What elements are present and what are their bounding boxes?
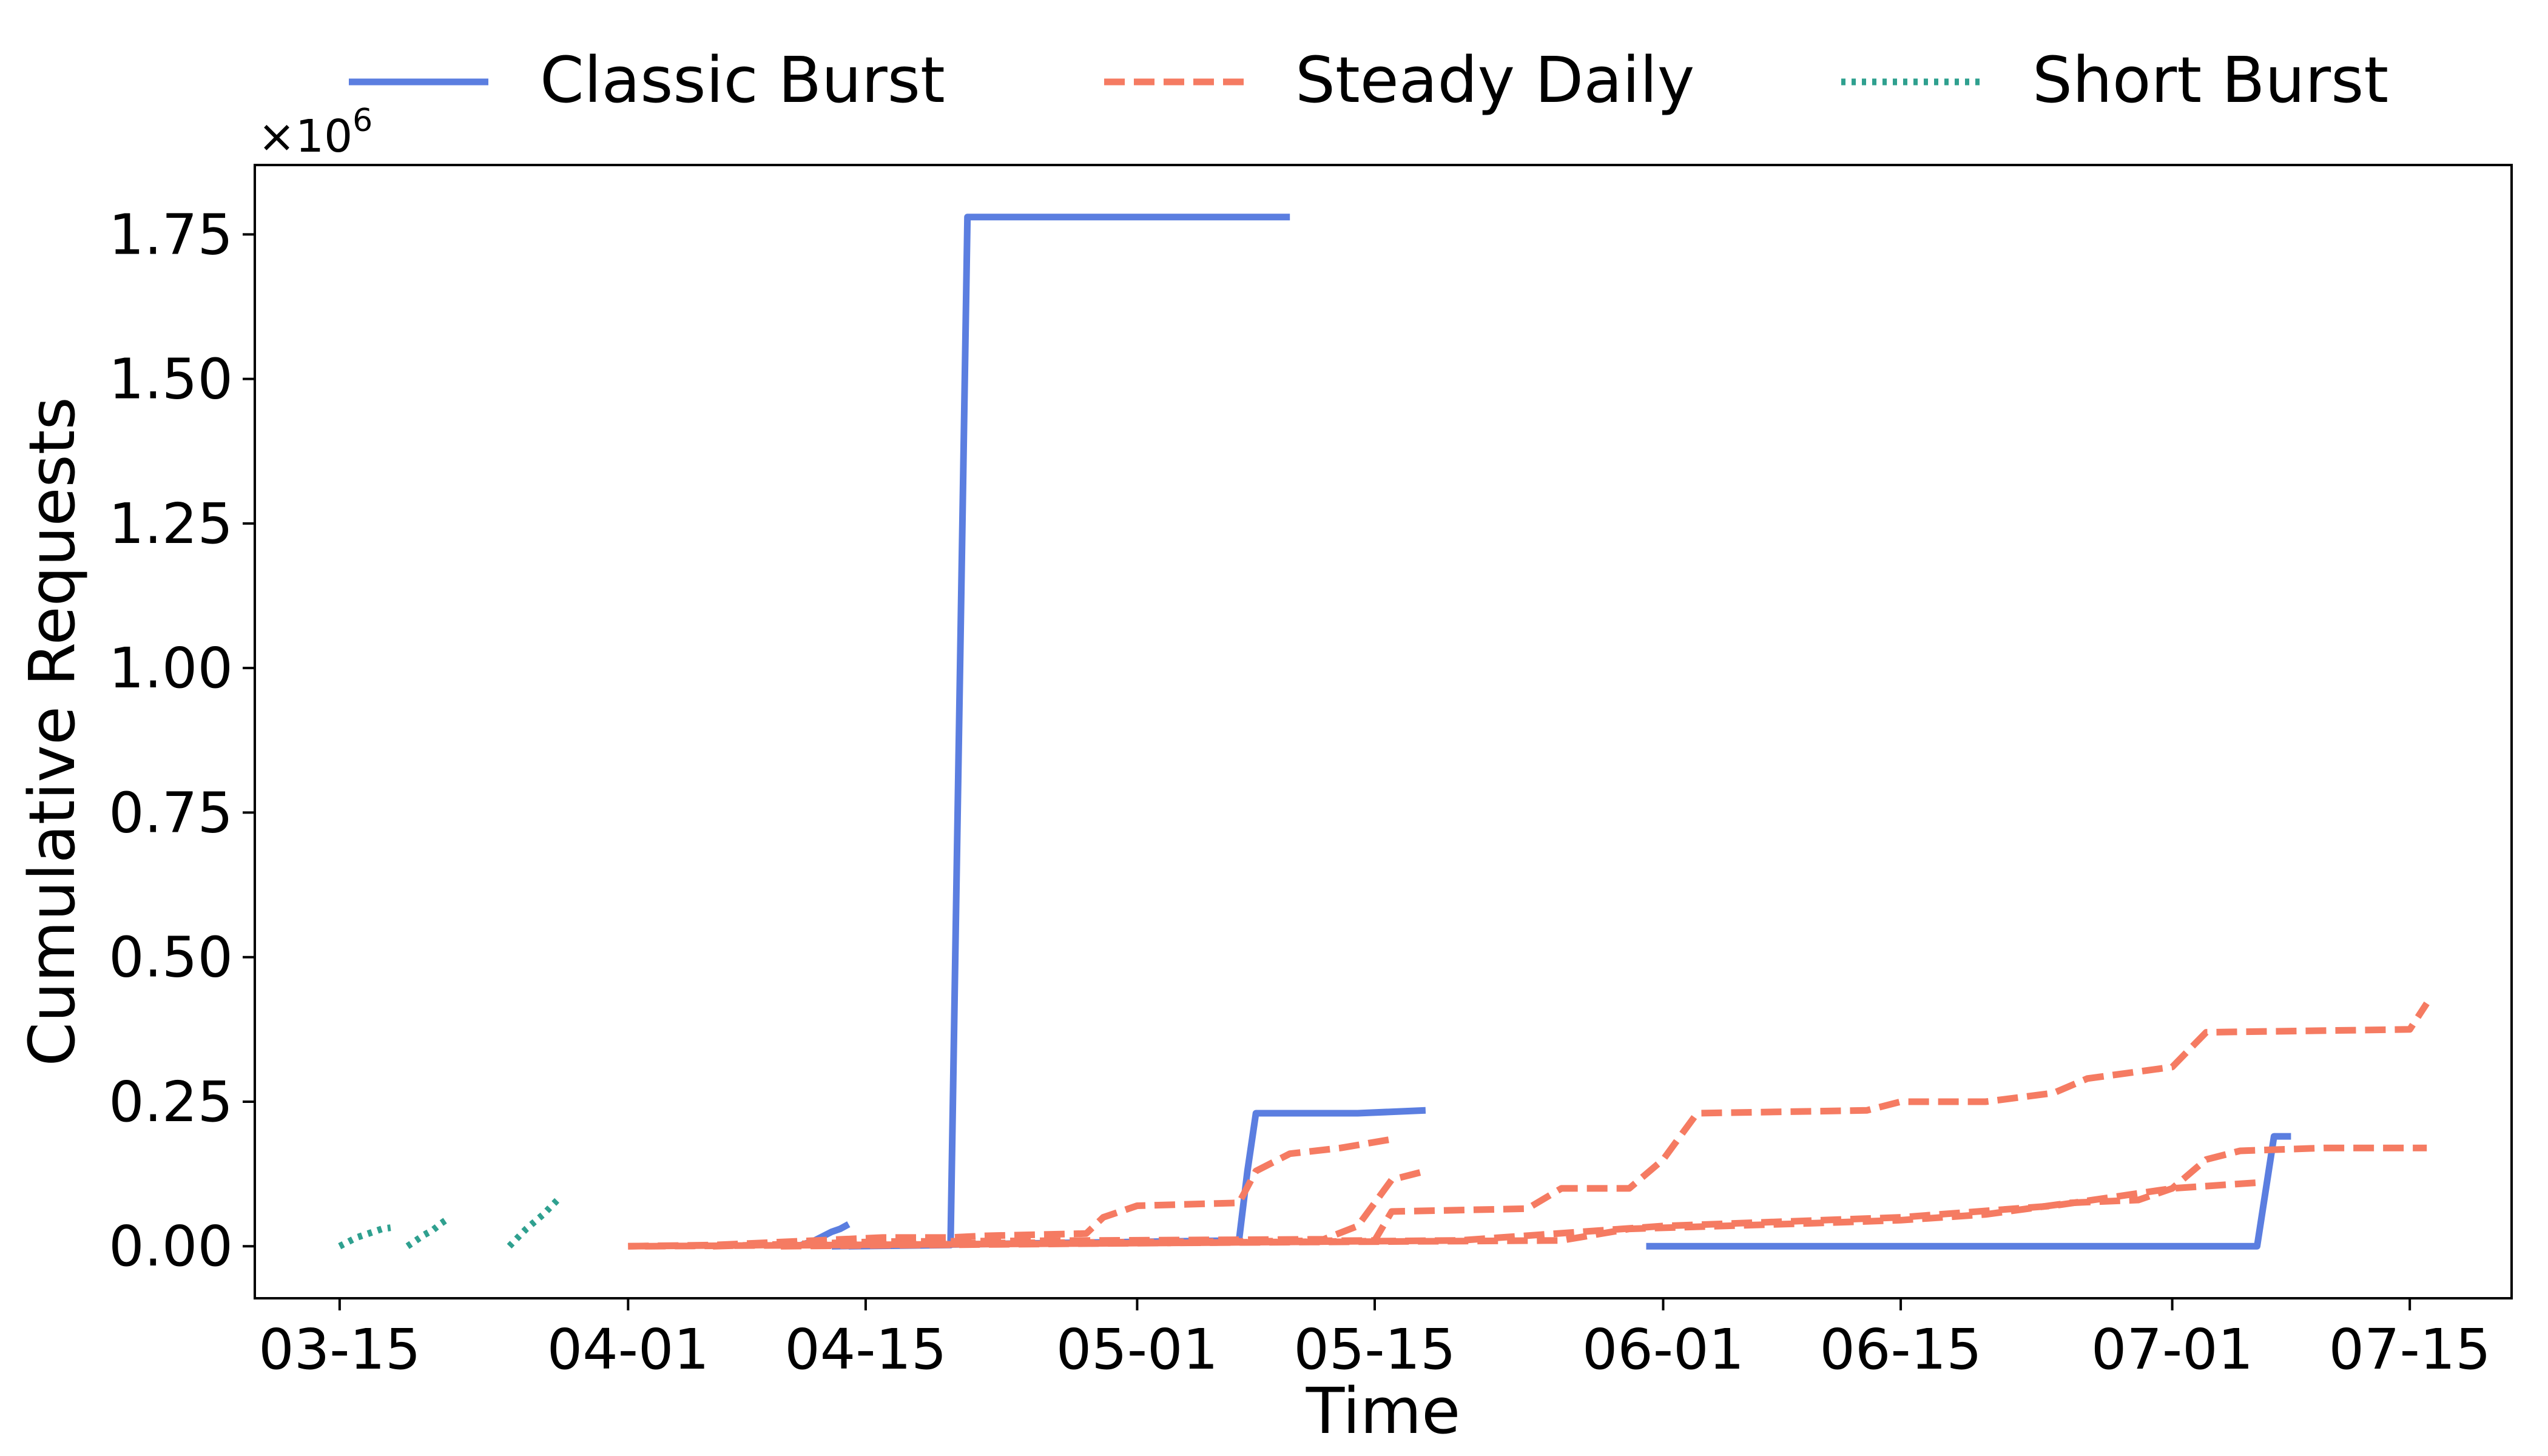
x-tick-label: 05-15 [1293, 1317, 1455, 1382]
series-line-steady-daily-11 [645, 1144, 2427, 1250]
series-line-short-burst-1 [338, 1224, 391, 1250]
x-axis-ticks: 03-15 04-01 04-15 05-01 05-15 06-01 06-15 07-01… [258, 1298, 2491, 1382]
x-tick-label: 07-15 [2329, 1317, 2491, 1382]
y-tick-label: 0.50 [109, 925, 233, 990]
series-line-steady-daily-8 [628, 1136, 1392, 1250]
series-line-short-burst-3 [507, 1195, 563, 1249]
legend-label-classic-burst: Classic Burst [540, 43, 945, 117]
y-tick-label: 1.50 [109, 347, 233, 412]
series-layer [338, 214, 2430, 1250]
y-tick-label: 0.25 [109, 1070, 233, 1134]
x-tick-label: 04-15 [784, 1317, 946, 1382]
series-line-classic-burst-6 [831, 1107, 1426, 1250]
x-tick-label: 06-15 [1819, 1317, 1981, 1382]
y-axis-label: Cumulative Requests [15, 397, 89, 1066]
y-tick-label: 1.25 [109, 491, 233, 556]
legend-label-steady-daily: Steady Daily [1295, 43, 1694, 117]
x-tick-label: 07-01 [2091, 1317, 2253, 1382]
plot-area-frame [254, 164, 2513, 1299]
x-axis-label: Time [1306, 1374, 1461, 1448]
legend-label-short-burst: Short Burst [2032, 43, 2388, 117]
series-line-steady-daily-9 [713, 1167, 1427, 1250]
x-tick-label: 05-01 [1056, 1317, 1218, 1382]
legend: Classic Burst Steady Daily Short Burst [349, 43, 2388, 117]
series-line-steady-daily-10 [628, 1001, 2430, 1250]
y-tick-label: 0.00 [109, 1214, 233, 1279]
y-tick-label: 1.00 [109, 636, 233, 701]
x-tick-label: 04-01 [547, 1317, 709, 1382]
y-tick-label: 0.75 [109, 780, 233, 845]
x-tick-label: 03-15 [258, 1317, 420, 1382]
series-line-classic-burst-7 [1646, 1133, 2291, 1250]
y-axis-multiplier: ×106 [258, 103, 372, 163]
series-line-short-burst-2 [405, 1215, 452, 1249]
x-tick-label: 06-01 [1582, 1317, 1744, 1382]
y-axis-ticks: 0.00 0.25 0.50 0.75 1.00 1.25 1.50 1.75 [109, 202, 255, 1279]
series-line-classic-burst-5 [848, 214, 1290, 1250]
y-tick-label: 1.75 [109, 202, 233, 267]
